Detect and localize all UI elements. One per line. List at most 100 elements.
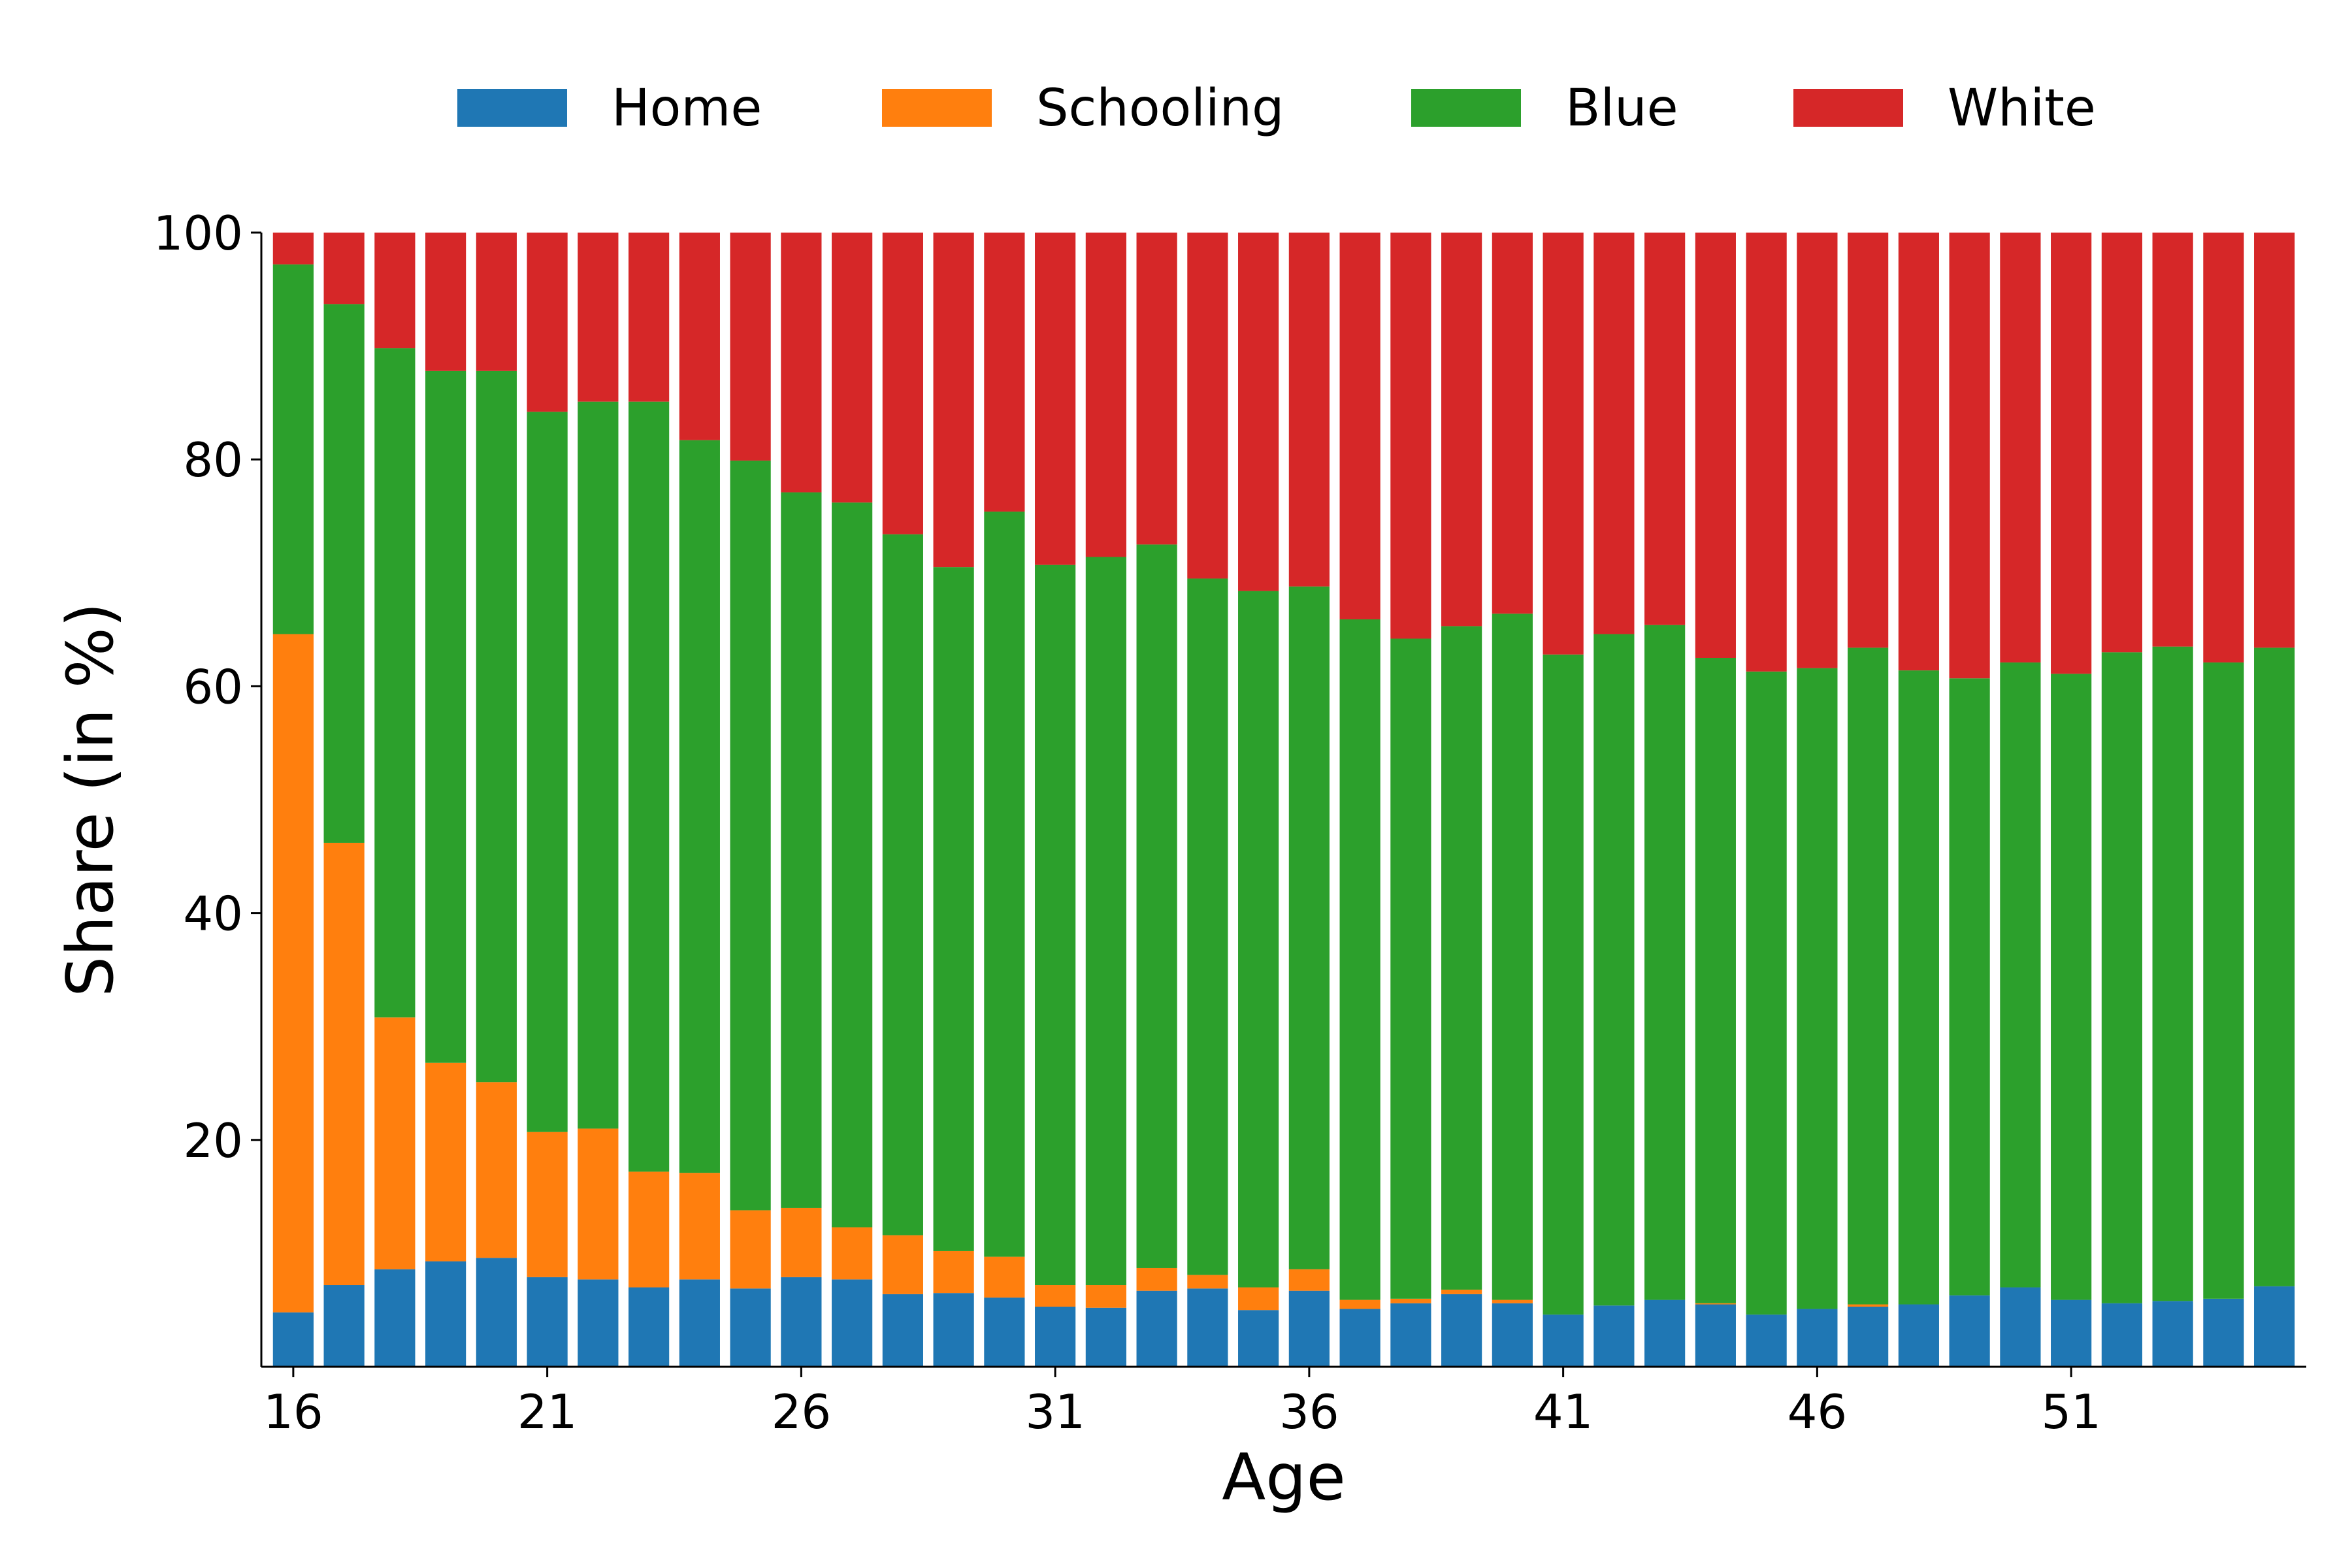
y-tick-label: 80 (183, 433, 243, 487)
bar-schooling-age-24 (679, 1173, 720, 1280)
bar-schooling-age-28 (882, 1235, 923, 1294)
bar-home-age-27 (832, 1279, 873, 1367)
x-tick-label: 46 (1788, 1384, 1848, 1439)
bar-home-age-52 (2101, 1303, 2142, 1367)
bar-home-age-33 (1136, 1290, 1177, 1367)
bar-white-age-31 (1035, 233, 1076, 565)
bar-white-age-30 (984, 233, 1025, 512)
x-tick-label: 21 (517, 1384, 578, 1439)
bar-blue-age-26 (781, 492, 822, 1208)
bar-home-age-29 (933, 1293, 974, 1367)
bar-white-age-24 (679, 233, 720, 440)
bar-home-age-26 (781, 1277, 822, 1367)
bar-home-age-55 (2254, 1286, 2295, 1367)
bar-white-age-25 (730, 233, 771, 461)
bar-white-age-54 (2203, 233, 2244, 662)
bar-home-age-36 (1288, 1290, 1330, 1367)
bar-white-age-36 (1288, 233, 1330, 587)
bar-home-age-32 (1085, 1307, 1126, 1367)
x-tick-label: 16 (263, 1384, 323, 1439)
x-tick-label: 51 (2041, 1384, 2101, 1439)
legend-label-blue: Blue (1565, 79, 1678, 138)
bar-blue-age-49 (1949, 678, 1990, 1296)
bar-white-age-39 (1441, 233, 1482, 627)
bar-home-age-53 (2152, 1301, 2193, 1367)
bar-home-age-34 (1187, 1288, 1228, 1367)
bar-blue-age-42 (1593, 634, 1635, 1306)
bar-schooling-age-32 (1085, 1285, 1126, 1308)
bar-blue-age-51 (2051, 674, 2092, 1300)
bar-white-age-22 (578, 233, 619, 402)
bar-home-age-19 (425, 1261, 466, 1367)
legend-label-home: Home (612, 79, 762, 138)
bar-white-age-37 (1339, 233, 1380, 619)
bar-home-age-22 (578, 1279, 619, 1367)
bar-white-age-16 (272, 233, 314, 265)
bar-blue-age-19 (425, 370, 466, 1063)
bar-home-age-46 (1797, 1309, 1838, 1367)
bar-white-age-32 (1085, 233, 1126, 557)
bar-home-age-35 (1238, 1310, 1279, 1367)
bar-schooling-age-16 (272, 634, 314, 1313)
bar-home-age-31 (1035, 1306, 1076, 1367)
legend-swatch-home (457, 89, 567, 127)
bar-blue-age-17 (323, 304, 365, 843)
bar-white-age-41 (1543, 233, 1584, 655)
bar-home-age-42 (1593, 1305, 1635, 1367)
bar-schooling-age-44 (1695, 1303, 1736, 1305)
bar-schooling-age-23 (629, 1171, 670, 1288)
bar-white-age-55 (2254, 233, 2295, 648)
bar-home-age-28 (882, 1294, 923, 1367)
bar-white-age-43 (1644, 233, 1686, 625)
bar-home-age-30 (984, 1298, 1025, 1367)
bars (272, 233, 2295, 1367)
bar-home-age-18 (374, 1269, 416, 1367)
bar-white-age-29 (933, 233, 974, 568)
bar-schooling-age-19 (425, 1062, 466, 1262)
bar-blue-age-40 (1492, 613, 1533, 1300)
bar-white-age-46 (1797, 233, 1838, 668)
legend: Home Schooling Blue White (457, 79, 2096, 138)
bar-home-age-17 (323, 1285, 365, 1367)
bar-blue-age-29 (933, 567, 974, 1251)
bar-home-age-41 (1543, 1315, 1584, 1367)
bar-white-age-52 (2101, 233, 2142, 653)
bar-blue-age-28 (882, 534, 923, 1235)
bar-white-age-42 (1593, 233, 1635, 634)
bar-schooling-age-47 (1848, 1304, 1889, 1307)
bar-blue-age-50 (2000, 662, 2041, 1288)
bar-home-age-25 (730, 1288, 771, 1367)
bar-blue-age-32 (1085, 557, 1126, 1286)
bar-blue-age-53 (2152, 646, 2193, 1301)
bar-schooling-age-20 (476, 1082, 517, 1258)
bar-home-age-45 (1746, 1315, 1787, 1367)
x-tick-label: 31 (1025, 1384, 1085, 1439)
legend-label-schooling: Schooling (1036, 79, 1284, 138)
bar-blue-age-41 (1543, 654, 1584, 1315)
bar-home-age-38 (1390, 1303, 1431, 1367)
bar-blue-age-36 (1288, 586, 1330, 1269)
bar-white-age-45 (1746, 233, 1787, 672)
bar-blue-age-44 (1695, 658, 1736, 1303)
bar-white-age-26 (781, 233, 822, 493)
bar-white-age-47 (1848, 233, 1889, 648)
bar-blue-age-34 (1187, 578, 1228, 1275)
y-tick-label: 40 (183, 887, 243, 941)
bar-home-age-47 (1848, 1306, 1889, 1367)
x-axis-title: Age (1222, 1441, 1346, 1515)
bar-blue-age-55 (2254, 647, 2295, 1286)
bar-white-age-34 (1187, 233, 1228, 579)
bar-schooling-age-37 (1339, 1299, 1380, 1309)
bar-white-age-17 (323, 233, 365, 304)
bar-home-age-39 (1441, 1294, 1482, 1367)
bar-home-age-44 (1695, 1304, 1736, 1367)
bar-white-age-53 (2152, 233, 2193, 647)
bar-white-age-48 (1898, 233, 1939, 671)
bar-blue-age-47 (1848, 647, 1889, 1305)
bar-blue-age-35 (1238, 591, 1279, 1288)
bar-white-age-35 (1238, 233, 1279, 591)
bar-blue-age-31 (1035, 564, 1076, 1286)
y-tick-label: 60 (183, 659, 243, 714)
